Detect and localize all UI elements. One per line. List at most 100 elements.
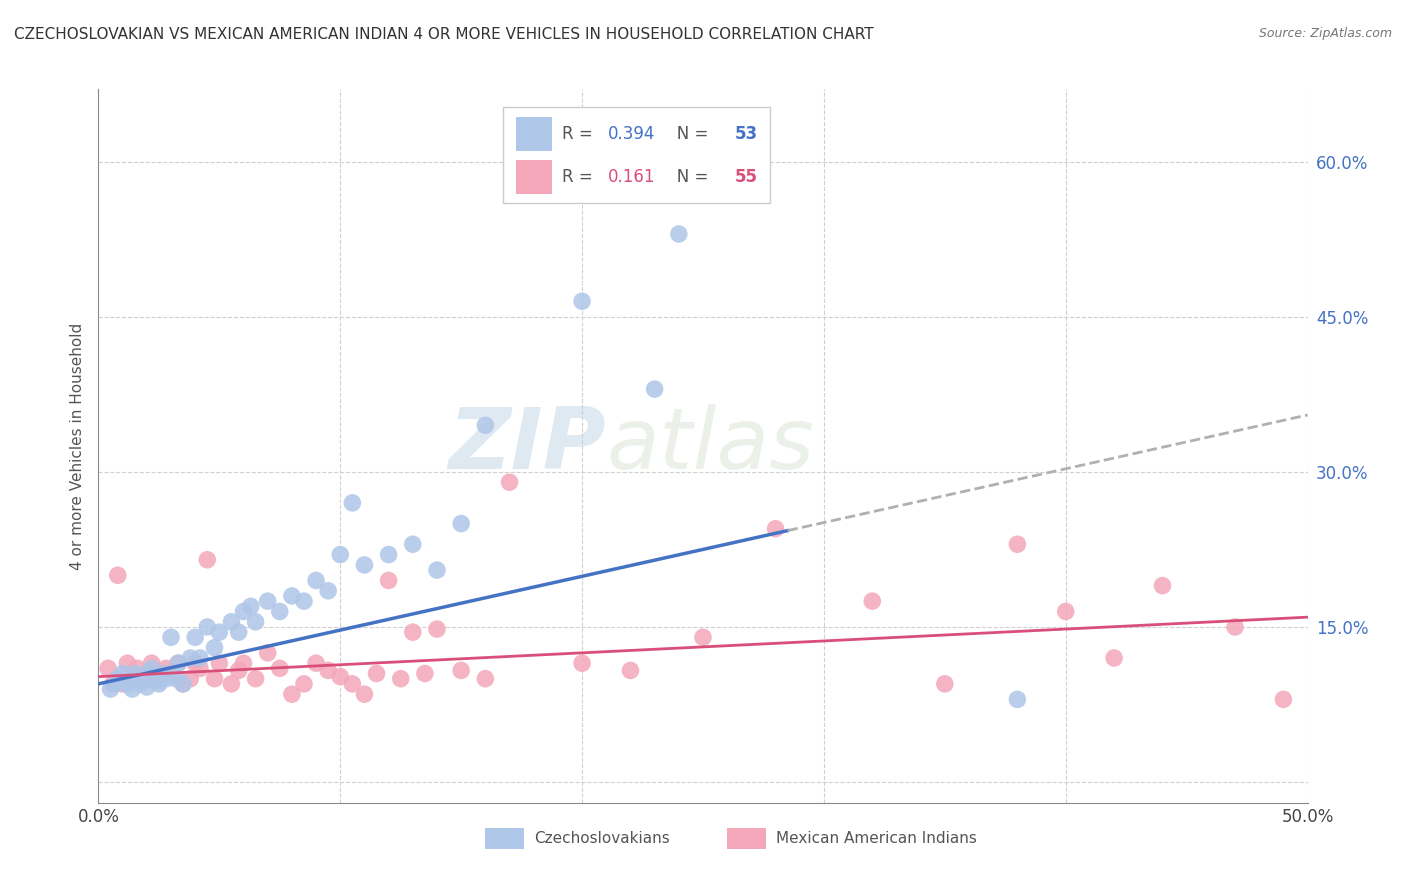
Point: [316, 583, 339, 598]
Point: [131, 673, 153, 688]
Point: [474, 418, 496, 433]
Point: [402, 625, 425, 640]
Text: ZIP: ZIP: [449, 404, 606, 488]
Point: [329, 548, 352, 562]
Point: [342, 677, 364, 691]
Point: [204, 672, 226, 686]
FancyBboxPatch shape: [727, 828, 766, 849]
Y-axis label: 4 or more Vehicles in Household: 4 or more Vehicles in Household: [70, 322, 86, 570]
Point: [1272, 692, 1295, 706]
Point: [765, 522, 787, 536]
Point: [101, 677, 124, 691]
Point: [281, 589, 304, 603]
Text: 53: 53: [734, 125, 758, 143]
FancyBboxPatch shape: [516, 117, 551, 152]
Point: [134, 673, 156, 688]
Point: [329, 670, 352, 684]
Point: [184, 630, 207, 644]
Point: [111, 666, 134, 681]
Text: 55: 55: [734, 168, 758, 186]
Point: [619, 664, 641, 678]
Point: [377, 548, 399, 562]
Point: [571, 294, 593, 309]
Point: [167, 656, 190, 670]
Point: [104, 677, 127, 691]
Point: [127, 672, 149, 686]
Point: [148, 672, 170, 686]
Point: [221, 615, 243, 629]
Point: [232, 656, 254, 670]
Point: [366, 666, 388, 681]
Point: [135, 666, 157, 681]
Point: [172, 677, 194, 691]
Point: [256, 646, 278, 660]
Point: [117, 656, 139, 670]
Text: 0.394: 0.394: [607, 125, 655, 143]
Point: [124, 672, 146, 686]
Text: Mexican American Indians: Mexican American Indians: [776, 831, 976, 846]
Text: Source: ZipAtlas.com: Source: ZipAtlas.com: [1258, 27, 1392, 40]
Point: [188, 651, 211, 665]
Point: [155, 661, 177, 675]
Point: [188, 661, 211, 675]
Point: [644, 382, 666, 396]
Point: [692, 630, 714, 644]
Point: [179, 672, 201, 686]
Point: [1102, 651, 1125, 665]
Point: [97, 661, 120, 675]
Point: [107, 568, 129, 582]
Text: 0.161: 0.161: [607, 168, 655, 186]
Point: [1223, 620, 1246, 634]
Point: [281, 687, 304, 701]
Point: [389, 672, 412, 686]
Point: [167, 656, 190, 670]
Point: [1152, 579, 1174, 593]
Point: [571, 656, 593, 670]
Point: [353, 558, 375, 572]
Point: [208, 625, 231, 640]
Point: [934, 677, 956, 691]
Point: [1007, 692, 1029, 706]
Point: [124, 666, 146, 681]
Point: [292, 677, 315, 691]
Point: [342, 496, 364, 510]
Point: [165, 672, 187, 686]
Point: [305, 574, 328, 588]
Point: [141, 661, 163, 675]
Point: [127, 661, 149, 675]
Point: [860, 594, 883, 608]
FancyBboxPatch shape: [516, 160, 551, 194]
Point: [179, 651, 201, 665]
Point: [426, 622, 449, 636]
Point: [305, 656, 328, 670]
Text: CZECHOSLOVAKIAN VS MEXICAN AMERICAN INDIAN 4 OR MORE VEHICLES IN HOUSEHOLD CORRE: CZECHOSLOVAKIAN VS MEXICAN AMERICAN INDI…: [14, 27, 873, 42]
Point: [204, 640, 226, 655]
Point: [111, 677, 134, 691]
Text: N =: N =: [661, 125, 713, 143]
Point: [184, 656, 207, 670]
Text: Czechoslovakians: Czechoslovakians: [534, 831, 669, 846]
Point: [155, 672, 177, 686]
Point: [450, 516, 472, 531]
Point: [148, 673, 170, 688]
Point: [135, 680, 157, 694]
Point: [245, 615, 267, 629]
Point: [316, 664, 339, 678]
FancyBboxPatch shape: [503, 107, 769, 203]
Point: [172, 677, 194, 691]
Point: [100, 681, 122, 696]
Point: [498, 475, 520, 490]
Point: [269, 661, 291, 675]
Text: R =: R =: [561, 168, 603, 186]
Point: [232, 605, 254, 619]
Point: [668, 227, 690, 241]
Point: [245, 672, 267, 686]
Point: [413, 666, 436, 681]
FancyBboxPatch shape: [485, 828, 524, 849]
Point: [160, 666, 183, 681]
Point: [128, 677, 150, 691]
Text: atlas: atlas: [606, 404, 814, 488]
Point: [131, 672, 153, 686]
Point: [148, 677, 170, 691]
Point: [195, 620, 218, 634]
